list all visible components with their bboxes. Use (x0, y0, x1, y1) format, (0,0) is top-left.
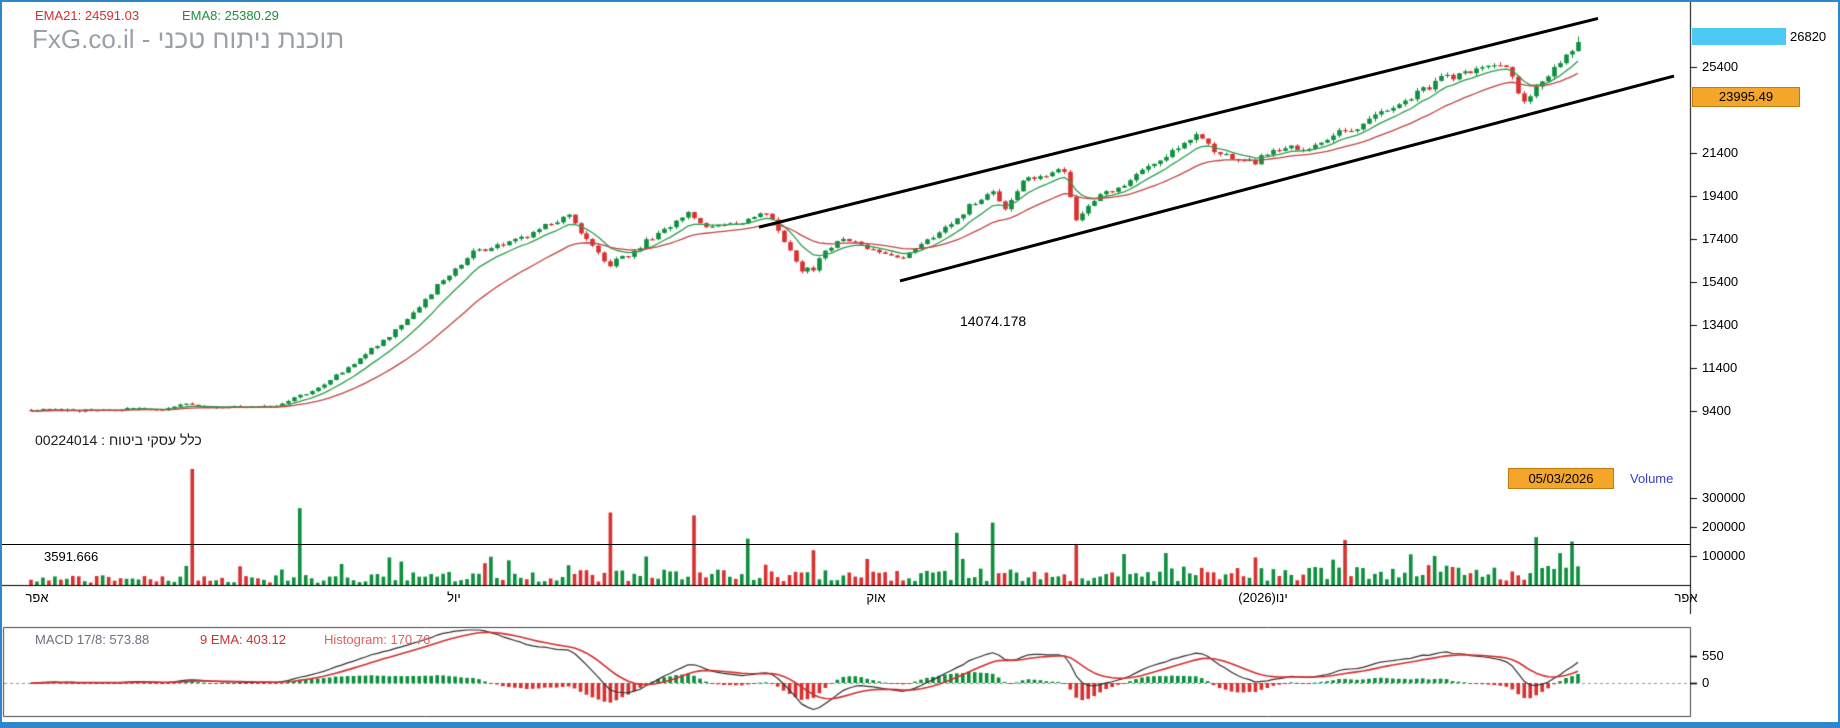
app-title: FxG.co.il - תוכנת ניתוח טכני (32, 24, 345, 54)
last-price-marker (1692, 28, 1786, 45)
date-axis-tick-label: ינו(2026) (1238, 590, 1288, 605)
macd-signal-label: 9 EMA: 403.12 (200, 632, 286, 647)
cursor-price-badge: 23995.49 (1692, 87, 1800, 107)
symbol-label: כלל עסקי ביטוח : 00224014 (35, 432, 202, 448)
last-price-label: 26820 (1790, 29, 1827, 44)
date-axis-tick-label: אוק (866, 590, 886, 605)
ema21-value-label: EMA21: 24591.03 (35, 8, 140, 23)
price-annotation: 14074.178 (960, 313, 1027, 329)
cursor-date-badge: 05/03/2026 (1508, 468, 1614, 489)
ema8-value-label: EMA8: 25380.29 (182, 8, 279, 23)
macd-value-label: MACD 17/8: 573.88 (35, 632, 150, 647)
date-axis-tick-label: אפר (1674, 590, 1698, 605)
macd-histogram-label: Histogram: 170.76 (324, 632, 431, 647)
date-axis-tick-label: אפר (25, 590, 49, 605)
date-axis[interactable]: אפר יול אוק ינו(2026) אפר (2, 590, 1697, 606)
volume-level-label: 3591.666 (44, 549, 99, 564)
volume-pane-title: Volume (1630, 471, 1674, 486)
date-axis-tick-label: יול (447, 590, 461, 605)
